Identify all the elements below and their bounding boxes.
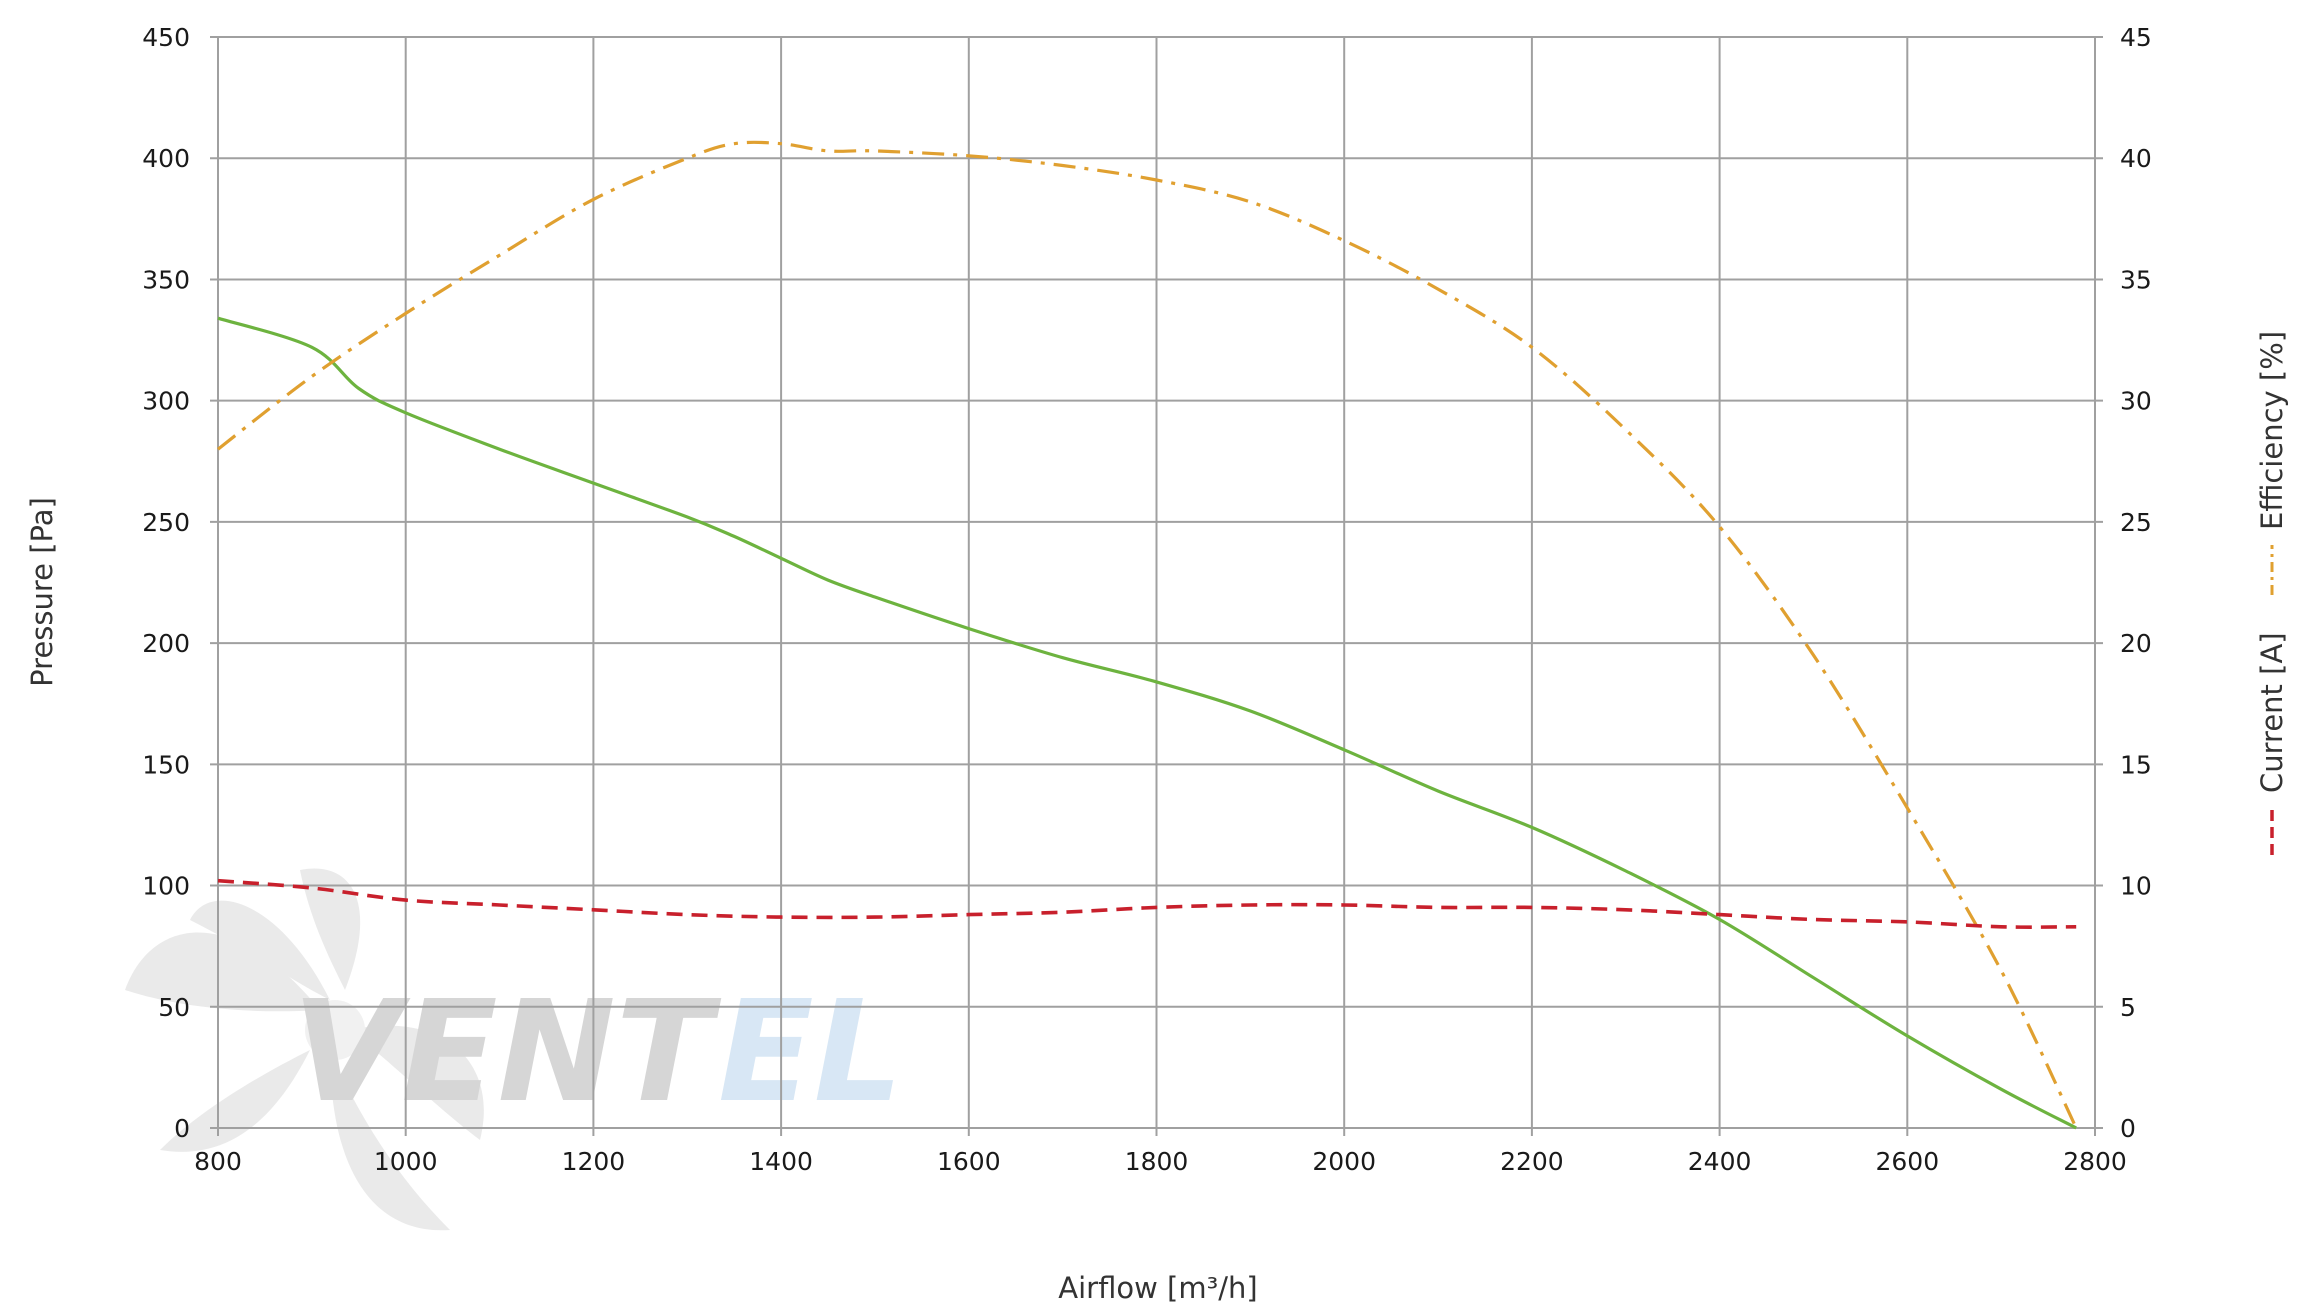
y-right-tick-label-0: 0 xyxy=(2120,1114,2136,1143)
x-tick-label-1400: 1400 xyxy=(749,1147,813,1176)
y-left-tick-label-350: 350 xyxy=(142,265,190,294)
x-tick-label-2600: 2600 xyxy=(1875,1147,1939,1176)
legend-current: Current [A] xyxy=(2255,632,2289,855)
legend-efficiency-label: Efficiency [%] xyxy=(2255,331,2289,530)
efficiency-series-line xyxy=(217,140,2078,1129)
y-left-tick-label-250: 250 xyxy=(142,508,190,537)
fan-blades-watermark xyxy=(125,868,484,1231)
pressure-series-line xyxy=(217,316,2077,1130)
x-tick-label-2800: 2800 xyxy=(2063,1147,2127,1176)
y-right-tick-label-35: 35 xyxy=(2120,265,2152,294)
y-right-tick-label-20: 20 xyxy=(2120,629,2152,658)
y-left-tick-label-450: 450 xyxy=(142,23,190,52)
ventel-watermark-logo: VENT EL xyxy=(125,868,903,1231)
y-right-tick-label-45: 45 xyxy=(2120,23,2152,52)
x-axis-title: Airflow [m³/h] xyxy=(1058,1271,1257,1305)
x-tick-label-1800: 1800 xyxy=(1125,1147,1189,1176)
y-right-tick-label-15: 15 xyxy=(2120,750,2152,779)
y-left-tick-label-150: 150 xyxy=(142,750,190,779)
x-tick-label-800: 800 xyxy=(194,1147,242,1176)
legend-current-label: Current [A] xyxy=(2255,632,2289,793)
x-tick-label-2000: 2000 xyxy=(1312,1147,1376,1176)
x-tick-label-1000: 1000 xyxy=(374,1147,438,1176)
grid-lines xyxy=(210,36,2103,1136)
y-axis-title-left: Pressure [Pa] xyxy=(25,497,59,687)
x-tick-label-2200: 2200 xyxy=(1500,1147,1564,1176)
y-right-tick-label-40: 40 xyxy=(2120,144,2152,173)
x-tick-label-1200: 1200 xyxy=(562,1147,626,1176)
y-left-tick-label-300: 300 xyxy=(142,387,190,416)
y-right-tick-label-5: 5 xyxy=(2120,993,2136,1022)
watermark-text-el: EL xyxy=(718,971,903,1134)
x-tick-labels: 800 1000 1200 1400 1600 1800 2000 2200 2400 2600 2… xyxy=(194,1147,2127,1176)
watermark-text-vent: VENT xyxy=(292,971,722,1134)
x-tick-label-1600: 1600 xyxy=(937,1147,1001,1176)
y-right-tick-label-30: 30 xyxy=(2120,387,2152,416)
current-series-line xyxy=(217,878,2077,929)
y-left-tick-label-100: 100 xyxy=(142,872,190,901)
y-right-tick-label-10: 10 xyxy=(2120,872,2152,901)
y-tick-labels-right: 0 5 10 15 20 25 30 35 40 45 xyxy=(2120,23,2152,1143)
series-layer xyxy=(217,140,2078,1130)
y-right-tick-label-25: 25 xyxy=(2120,508,2152,537)
y-left-tick-label-50: 50 xyxy=(158,993,190,1022)
y-left-tick-label-200: 200 xyxy=(142,629,190,658)
y-tick-labels-left: 0 50 100 150 200 250 300 350 400 450 xyxy=(142,23,190,1143)
y-left-tick-label-400: 400 xyxy=(142,144,190,173)
y-left-tick-label-0: 0 xyxy=(174,1114,190,1143)
x-tick-label-2400: 2400 xyxy=(1688,1147,1752,1176)
legend-efficiency: Efficiency [%] xyxy=(2255,331,2289,595)
